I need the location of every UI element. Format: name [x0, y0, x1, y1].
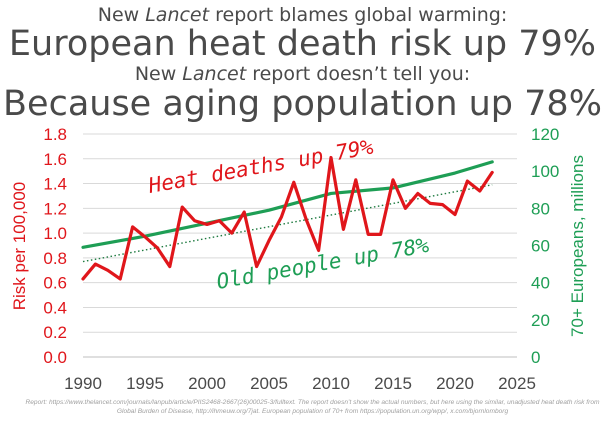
right-axis-ticks: 0 20 40 60 80 100 120: [531, 125, 559, 367]
right-tick-label: 100: [531, 162, 559, 181]
headline-line-4: Because aging population up 78%: [3, 84, 602, 124]
headline-1-journal: Lancet: [145, 4, 210, 26]
right-tick-label: 20: [531, 311, 550, 330]
headline-1-post: report blames global warming:: [209, 4, 508, 26]
old-people-annotation: Old people up 78%: [215, 233, 431, 294]
headline-line-3: New Lancet report doesn’t tell you:: [0, 63, 605, 85]
left-tick-label: 0.6: [43, 274, 67, 293]
x-tick-label: 1990: [64, 374, 102, 393]
left-tick-label: 1.6: [43, 150, 67, 169]
x-tick-label: 1995: [126, 374, 164, 393]
left-tick-label: 1.2: [43, 199, 67, 218]
trend-line: [82, 184, 493, 263]
headline-3-pre: New: [134, 63, 183, 85]
x-tick-label: 2025: [498, 374, 536, 393]
left-tick-label: 0.8: [43, 249, 67, 268]
heat-deaths-annotation: Heat deaths up 79%: [146, 135, 376, 198]
x-tick-label: 2015: [374, 374, 412, 393]
left-tick-label: 0.0: [43, 348, 67, 367]
right-tick-label: 0: [531, 348, 540, 367]
x-tick-label: 2000: [188, 374, 226, 393]
right-tick-label: 40: [531, 274, 550, 293]
right-axis-label: 70+ Europeans, millions: [568, 155, 587, 337]
right-tick-label: 60: [531, 237, 550, 256]
left-tick-label: 1.0: [43, 224, 67, 243]
right-tick-label: 120: [531, 125, 559, 144]
source-note: Report: https://www.thelancet.com/journa…: [25, 399, 600, 415]
headline-3-journal: Lancet: [182, 63, 247, 85]
series-group: [81, 155, 494, 281]
left-tick-label: 0.4: [43, 298, 67, 317]
left-axis-ticks: 0.0 0.2 0.4 0.6 0.8 1.0 1.2 1.4 1.6 1.8: [43, 125, 67, 367]
x-tick-label: 2020: [436, 374, 474, 393]
series-heat-deaths-line: [81, 155, 494, 281]
headline-line-1: New Lancet report blames global warming:: [0, 4, 605, 26]
x-tick-label: 2010: [312, 374, 350, 393]
headline-line-2: European heat death risk up 79%: [8, 24, 597, 64]
headline-3-post: report doesn’t tell you:: [246, 63, 471, 85]
left-tick-label: 1.4: [43, 175, 67, 194]
x-axis-ticks: 1990 1995 2000 2005 2010 2015 2020 2025: [64, 374, 536, 393]
left-tick-label: 1.8: [43, 125, 67, 144]
headline-1-pre: New: [97, 4, 146, 26]
left-tick-label: 0.2: [43, 323, 67, 342]
left-axis-label: Risk per 100,000: [10, 182, 29, 311]
x-tick-label: 2005: [250, 374, 288, 393]
right-tick-label: 80: [531, 199, 550, 218]
